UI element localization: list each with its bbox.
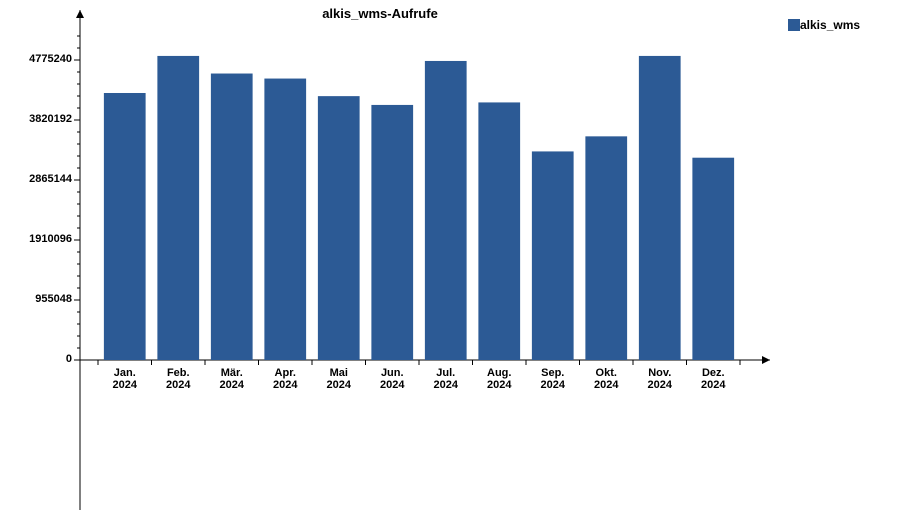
bar (639, 56, 681, 360)
x-tick-label: Mai2024 (319, 367, 359, 391)
bar (532, 151, 574, 360)
bar (478, 102, 520, 360)
x-tick-label: Nov.2024 (640, 367, 680, 391)
y-tick-label: 3820192 (12, 113, 72, 125)
bar (585, 136, 627, 360)
bar (692, 158, 734, 360)
x-tick-label: Sep.2024 (533, 367, 573, 391)
x-tick-label: Jan.2024 (105, 367, 145, 391)
x-tick-label: Mär.2024 (212, 367, 252, 391)
bar (318, 96, 360, 360)
bar (211, 74, 253, 360)
legend-label: alkis_wms (800, 18, 860, 32)
y-tick-label: 1910096 (12, 233, 72, 245)
chart-plot-area (80, 10, 770, 510)
y-tick-label: 0 (12, 353, 72, 365)
x-tick-label: Aug.2024 (479, 367, 519, 391)
bar (264, 79, 306, 360)
x-tick-label: Okt.2024 (586, 367, 626, 391)
bar (104, 93, 146, 360)
y-tick-label: 4775240 (12, 53, 72, 65)
bar (157, 56, 199, 360)
bar (371, 105, 413, 360)
x-tick-label: Apr.2024 (265, 367, 305, 391)
legend: alkis_wms (788, 18, 860, 32)
bar (425, 61, 467, 360)
y-tick-label: 955048 (12, 293, 72, 305)
x-tick-label: Dez.2024 (693, 367, 733, 391)
x-tick-label: Feb.2024 (158, 367, 198, 391)
legend-swatch (788, 19, 800, 31)
x-tick-label: Jun.2024 (372, 367, 412, 391)
y-tick-label: 2865144 (12, 173, 72, 185)
x-tick-label: Jul.2024 (426, 367, 466, 391)
